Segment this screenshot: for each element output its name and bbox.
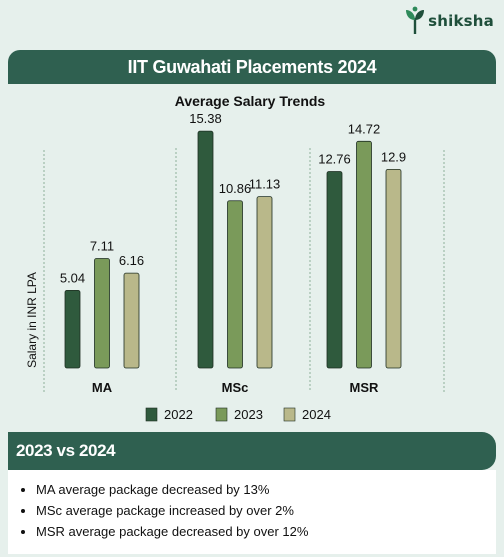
shiksha-leaf-icon xyxy=(406,6,425,34)
comparison-title: 2023 vs 2024 xyxy=(16,441,116,460)
bar-msr-2023 xyxy=(356,140,372,369)
bar-value-label: 12.9 xyxy=(381,149,406,164)
category-label: MSR xyxy=(350,380,380,395)
bar-ma-2023 xyxy=(94,258,110,369)
bar-value-label: 14.72 xyxy=(348,121,381,136)
bar-value-label: 6.16 xyxy=(119,253,144,268)
legend-label: 2023 xyxy=(234,407,263,422)
category-label: MSc xyxy=(222,380,249,395)
highlight-item: MA average package decreased by 13% xyxy=(36,482,496,497)
bar-msr-2024 xyxy=(385,168,402,369)
bar-value-label: 5.04 xyxy=(60,270,85,285)
legend-swatch xyxy=(215,407,228,422)
bar-value-label: 12.76 xyxy=(318,151,351,166)
legend-label: 2022 xyxy=(164,407,193,422)
chart-title: Average Salary Trends xyxy=(175,93,326,109)
highlight-item: MSc average package increased by over 2% xyxy=(36,503,496,518)
bar-msc-2022 xyxy=(197,130,214,369)
legend-swatch xyxy=(283,407,296,422)
bar-msc-2024 xyxy=(256,196,273,369)
y-axis-label: Salary in INR LPA xyxy=(25,272,39,368)
highlight-item: MSR average package decreased by over 12… xyxy=(36,524,496,539)
comparison-header: 2023 vs 2024 xyxy=(8,432,496,470)
bar-value-label: 10.86 xyxy=(219,181,252,196)
highlights-list: MA average package decreased by 13% MSc … xyxy=(8,470,496,554)
category-label: MA xyxy=(92,380,113,395)
shiksha-logo: shiksha xyxy=(404,6,494,36)
salary-chart-svg: Average Salary Trends Salary in INR LPA 5.… xyxy=(25,93,445,422)
bar-value-label: 11.13 xyxy=(249,177,281,192)
bar-ma-2022 xyxy=(64,289,81,369)
bar-msr-2022 xyxy=(326,171,343,369)
page-title-banner: IIT Guwahati Placements 2024 xyxy=(8,50,496,84)
bar-msc-2023 xyxy=(227,200,243,369)
bar-value-label: 15.38 xyxy=(189,111,222,126)
legend-label: 2024 xyxy=(302,407,331,422)
shiksha-logo-text: shiksha xyxy=(428,12,494,30)
bar-ma-2024 xyxy=(123,272,140,369)
bar-value-label: 7.11 xyxy=(90,239,114,254)
salary-chart: Average Salary Trends Salary in INR LPA 5.… xyxy=(8,84,496,430)
page-title: IIT Guwahati Placements 2024 xyxy=(127,56,377,77)
legend-swatch xyxy=(145,407,158,422)
